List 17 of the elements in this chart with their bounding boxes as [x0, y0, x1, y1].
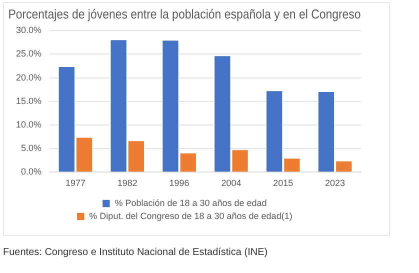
- y-tick-label: 20.0%: [16, 72, 42, 82]
- x-tick-label: 1996: [169, 178, 190, 188]
- chart-title: Porcentajes de jóvenes entre la población española y en el Congreso: [8, 6, 361, 22]
- y-tick-label: 30.0%: [16, 25, 42, 36]
- source-note: Fuentes: Congreso e Instituto Nacional de Estadística (INE): [3, 247, 269, 258]
- legend-label: % Diput. del Congreso de 18 a 30 años de edad(1): [89, 210, 292, 221]
- x-tick-label: 1977: [65, 178, 86, 188]
- x-tick-label: 2004: [221, 178, 242, 188]
- y-tick-label: 5.0%: [21, 143, 42, 154]
- x-tick-label: 2023: [325, 178, 346, 188]
- legend-label: % Población de 18 a 30 años de edad: [114, 198, 267, 208]
- x-tick-label: 1982: [117, 178, 138, 188]
- y-tick-label: 0.0%: [21, 166, 42, 177]
- x-tick-label: 2015: [273, 178, 294, 188]
- y-tick-label: 10.0%: [16, 119, 42, 130]
- y-tick-label: 25.0%: [16, 48, 42, 59]
- y-tick-label: 15.0%: [16, 96, 42, 106]
